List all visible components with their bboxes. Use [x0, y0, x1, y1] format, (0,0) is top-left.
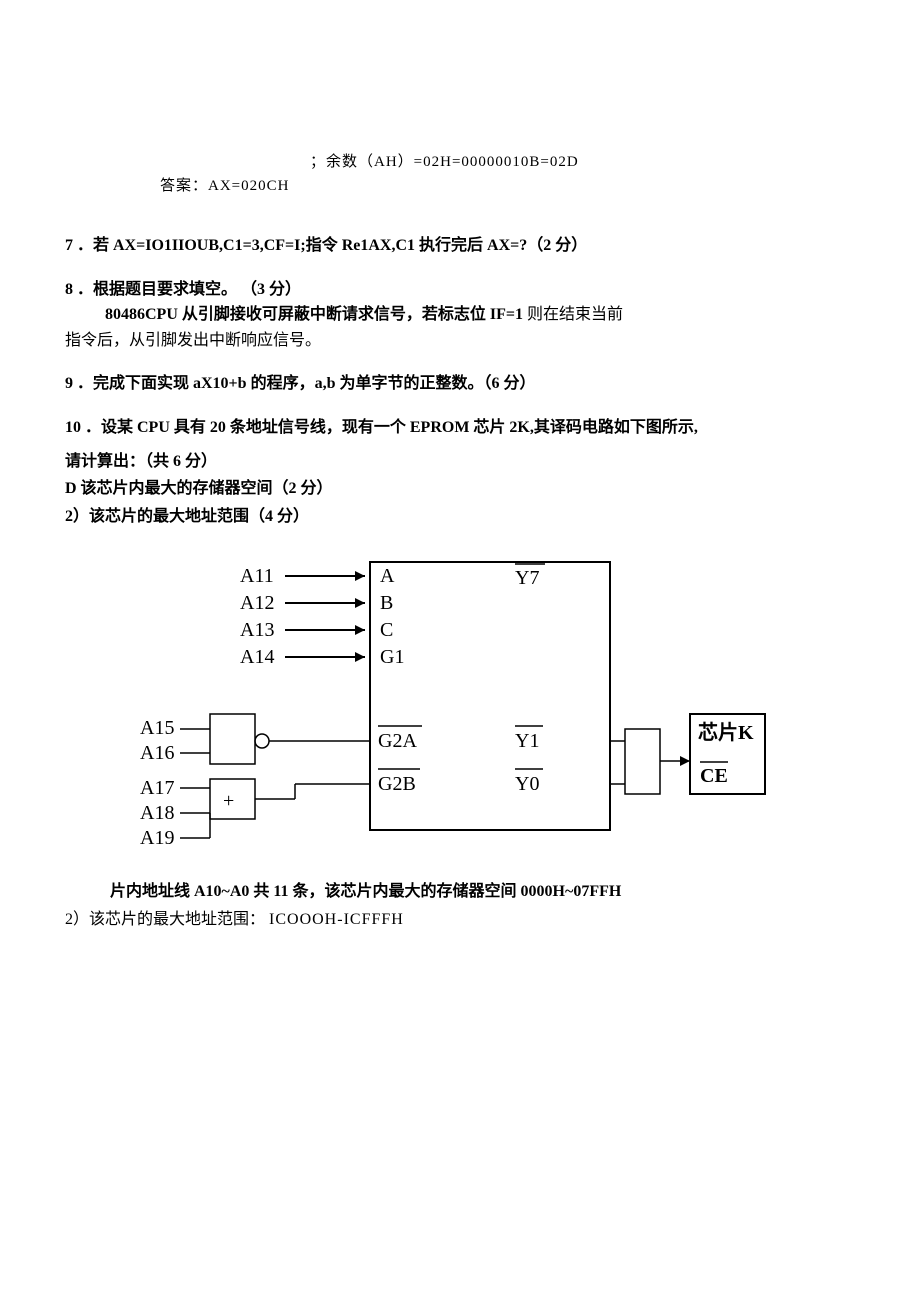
svg-text:C: C	[380, 619, 393, 641]
q9-num: 9	[65, 375, 73, 392]
svg-text:G2B: G2B	[378, 773, 416, 795]
q10-line4: 2）该芯片的最大地址范围（4 分）	[65, 504, 855, 530]
q10-num: 10	[65, 419, 81, 436]
final-answer: 2）该芯片的最大地址范围： ICOOOH-ICFFFH	[65, 907, 855, 933]
svg-text:A15: A15	[140, 717, 174, 739]
q7-text: ．若 AX=IO1IIOUB,C1=3,CF=I;指令 Re1AX,C1 执行完…	[77, 237, 587, 254]
svg-text:A14: A14	[240, 646, 274, 668]
question-9: 9 ．完成下面实现 aX10+b 的程序，a,b 为单字节的正整数。（6 分）	[65, 371, 855, 397]
q8-line1-tail: 则在结束当前	[523, 306, 623, 323]
svg-text:芯片: 芯片	[698, 720, 738, 744]
caption-text: 片内地址线 A10~A0 共 11 条，该芯片内最大的存储器空间 0000H~0…	[110, 879, 855, 905]
svg-text:A11: A11	[240, 565, 274, 587]
svg-text:Y0: Y0	[515, 773, 539, 795]
q10-text: ．设某 CPU 具有 20 条地址信号线，现有一个 EPROM 芯片 2K,其译…	[85, 419, 698, 436]
q8-line1-bold: 80486CPU 从引脚接收可屏蔽中断请求信号，若标志位 IF=1	[105, 306, 523, 323]
diagram-svg: A11 A12 A13 A14 A B C G1 Y7 A15 A16 G2A	[120, 554, 770, 874]
svg-text:A: A	[380, 565, 395, 587]
q10-line2: 请计算出：（共 6 分）	[65, 449, 855, 475]
q8-line2: 指令后，从引脚发出中断响应信号。	[65, 328, 855, 354]
decoder-diagram: A11 A12 A13 A14 A B C G1 Y7 A15 A16 G2A	[120, 554, 855, 874]
svg-text:A12: A12	[240, 592, 274, 614]
svg-text:K: K	[738, 722, 754, 744]
svg-text:A19: A19	[140, 827, 174, 849]
question-10: 10 ．设某 CPU 具有 20 条地址信号线，现有一个 EPROM 芯片 2K…	[65, 415, 855, 441]
svg-text:A17: A17	[140, 777, 174, 799]
svg-text:Y1: Y1	[515, 730, 539, 752]
svg-text:A18: A18	[140, 802, 174, 824]
svg-text:Y7: Y7	[515, 567, 539, 589]
q8-num: 8	[65, 281, 73, 298]
svg-text:B: B	[380, 592, 393, 614]
svg-text:A16: A16	[140, 742, 174, 764]
final-prefix: 2）该芯片的最大地址范围：	[65, 911, 269, 928]
final-range: ICOOOH-ICFFFH	[269, 911, 404, 928]
answer-text: 答案：AX=020CH	[160, 174, 855, 198]
svg-text:CE: CE	[700, 765, 728, 787]
svg-text:G1: G1	[380, 646, 404, 668]
remainder-text: ；余数（AH）=02H=00000010B=02D	[310, 150, 855, 174]
question-7: 7 ．若 AX=IO1IIOUB,C1=3,CF=I;指令 Re1AX,C1 执…	[65, 233, 855, 259]
svg-text:G2A: G2A	[378, 730, 417, 752]
question-8: 8 ．根据题目要求填空。 （3 分） 80486CPU 从引脚接收可屏蔽中断请求…	[65, 277, 855, 354]
svg-text:A13: A13	[240, 619, 274, 641]
q10-line3: D 该芯片内最大的存储器空间（2 分）	[65, 476, 855, 502]
q9-text: ．完成下面实现 aX10+b 的程序，a,b 为单字节的正整数。（6 分）	[77, 375, 535, 392]
q8-text: ．根据题目要求填空。 （3 分）	[77, 281, 301, 298]
svg-text:+: +	[223, 790, 234, 812]
q7-num: 7	[65, 237, 73, 254]
